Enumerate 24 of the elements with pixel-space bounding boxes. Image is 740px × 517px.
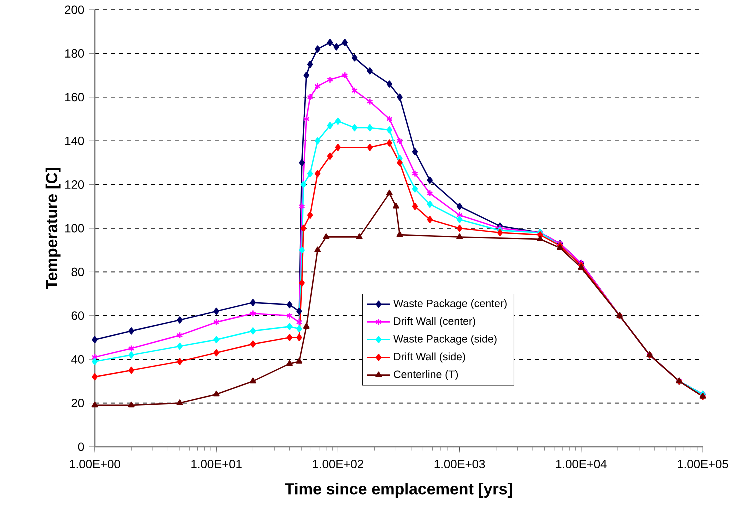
- x-tick-label: 1.00E+01: [192, 460, 242, 469]
- y-axis-title: Temperature [C]: [46, 168, 61, 290]
- y-tick-label: 80: [72, 268, 84, 276]
- x-tick-label: 1.00E+04: [556, 460, 607, 469]
- y-tick-label: 0: [78, 442, 84, 452]
- x-tick-label: 1.00E+02: [313, 460, 364, 469]
- legend-label: Drift Wall (side): [394, 352, 466, 363]
- legend-label: Centerline (T): [394, 370, 458, 380]
- y-tick-label: 20: [72, 399, 84, 408]
- legend-label: Waste Package (side): [394, 335, 497, 345]
- y-tick-label: 40: [72, 355, 84, 364]
- y-tick-label: 140: [66, 136, 84, 146]
- x-tick-label: 1.00E+00: [70, 460, 120, 469]
- y-tick-label: 160: [66, 93, 84, 102]
- x-tick-label: 1.00E+03: [434, 460, 486, 469]
- legend-label: Drift Wall (center): [394, 317, 476, 328]
- x-axis-title: Time since emplacement [yrs]: [285, 483, 512, 498]
- y-tick-label: 60: [72, 312, 84, 320]
- y-tick-label: 120: [66, 180, 84, 190]
- x-tick-label: 1.00E+05: [678, 460, 728, 469]
- legend-label: Waste Package (center): [394, 300, 507, 310]
- y-tick-label: 180: [66, 49, 84, 58]
- y-tick-label: 200: [65, 6, 84, 14]
- y-tick-label: 100: [66, 224, 84, 233]
